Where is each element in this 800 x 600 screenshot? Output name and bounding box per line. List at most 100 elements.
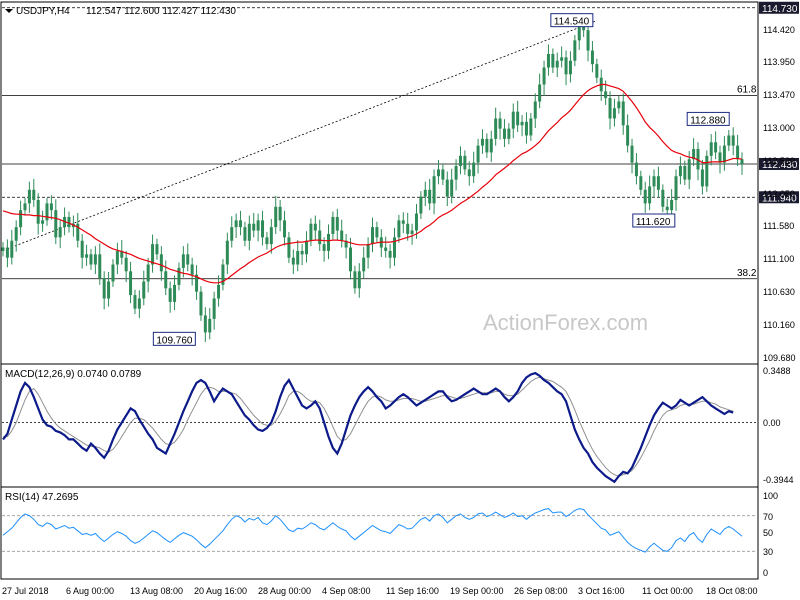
candle-body <box>705 155 709 187</box>
rsi-y-axis: 100 70 50 30 0 <box>763 491 778 578</box>
candle-body <box>164 271 168 289</box>
candle-body <box>98 254 102 279</box>
price-y-tick: 110.160 <box>763 320 795 330</box>
candle-body <box>93 254 97 265</box>
annotation-box <box>632 213 676 228</box>
candle-body <box>1 247 5 251</box>
candle-body <box>151 244 155 265</box>
rsi-title: RSI(14) 47.2695 <box>5 492 79 503</box>
candle-body <box>612 108 616 119</box>
x-tick: 28 Aug 00:00 <box>258 586 311 596</box>
candle-body <box>564 57 568 75</box>
macd-panel-frame <box>0 363 759 488</box>
candle-body <box>384 247 388 251</box>
candle-body <box>568 60 572 75</box>
candle-body <box>577 26 581 41</box>
candle-body <box>687 159 691 180</box>
candle-body <box>85 254 89 258</box>
candle-body <box>313 223 317 231</box>
candle-body <box>120 250 124 258</box>
candle-body <box>14 227 18 241</box>
chart-header: USDJPY,H4 112.547 112.600 112.427 112.43… <box>5 6 236 17</box>
x-tick: 13 Aug 08:00 <box>130 586 183 596</box>
candle-body <box>727 135 731 146</box>
candle-body <box>353 271 357 289</box>
candle-body <box>683 166 687 180</box>
candle-body <box>740 159 744 164</box>
candle-body <box>617 101 621 109</box>
collapse-triangle-icon[interactable] <box>5 9 13 13</box>
rsi-y-tick: 100 <box>763 491 778 501</box>
annotation-label: 114.540 <box>554 17 590 28</box>
candle-body <box>115 250 119 265</box>
candle-body <box>155 244 159 255</box>
candle-body <box>322 244 326 251</box>
macd-y-tick: 0.00 <box>763 418 781 428</box>
candle-body <box>32 189 36 200</box>
candle-body <box>630 145 634 163</box>
candle-body <box>696 149 700 170</box>
candle-body <box>159 254 163 272</box>
annotation-box <box>686 111 730 126</box>
candle-body <box>388 250 392 258</box>
rsi-panel-frame <box>0 486 759 580</box>
candle-body <box>700 169 704 187</box>
candle-body <box>608 98 612 119</box>
candle-body <box>327 233 331 251</box>
candle-body <box>674 176 678 200</box>
candle-body <box>212 298 216 319</box>
candle-body <box>590 50 594 65</box>
candle-body <box>366 244 370 258</box>
candle-body <box>349 247 353 272</box>
candle-body <box>261 220 265 238</box>
candle-body <box>239 220 243 228</box>
candle-body <box>195 274 199 292</box>
candle-body <box>529 118 533 136</box>
macd-y-axis: 0.3488 0.00 -0.3944 <box>763 366 794 485</box>
candle-body <box>736 145 740 160</box>
annotation-label: 109.760 <box>156 335 193 346</box>
candle-body <box>287 237 291 258</box>
candle-body <box>41 220 45 224</box>
candle-body <box>643 189 647 204</box>
price-y-tick: 114.420 <box>763 25 795 35</box>
candle-body <box>357 271 361 289</box>
candle-body <box>661 189 665 207</box>
candle-body <box>190 264 194 275</box>
candle-body <box>520 121 524 126</box>
candle-body <box>489 138 493 153</box>
candle-body <box>80 240 84 258</box>
candle-body <box>107 281 111 299</box>
price-y-tick: 112.050 <box>763 189 795 199</box>
candle-body <box>542 67 546 85</box>
candle-body <box>498 118 502 129</box>
candle-body <box>133 295 137 309</box>
candle-body <box>476 145 480 163</box>
candle-body <box>23 203 27 211</box>
candle-body <box>502 128 506 139</box>
candle-body <box>274 206 278 228</box>
candle-body <box>494 118 498 139</box>
price-y-tick: 112.530 <box>763 156 795 166</box>
candle-body <box>546 53 550 68</box>
candle-body <box>392 237 396 258</box>
price-tag-label: 111.940 <box>762 193 797 204</box>
candle-body <box>269 227 273 245</box>
x-tick: 11 Oct 00:00 <box>642 586 693 596</box>
candle-body <box>309 223 313 241</box>
rsi-y-tick: 50 <box>763 528 773 538</box>
candle-body <box>5 247 9 258</box>
x-tick: 6 Aug 00:00 <box>66 586 114 596</box>
x-tick: 3 Oct 16:00 <box>578 586 625 596</box>
symbol-label: USDJPY,H4 <box>16 6 70 17</box>
candle-body <box>665 206 669 211</box>
candle-body <box>604 91 608 99</box>
price-tag <box>759 191 799 204</box>
candle-body <box>129 271 133 296</box>
candle-body <box>186 254 190 265</box>
annotation-box <box>550 13 594 28</box>
candle-body <box>595 64 599 78</box>
candle-body <box>247 223 251 241</box>
